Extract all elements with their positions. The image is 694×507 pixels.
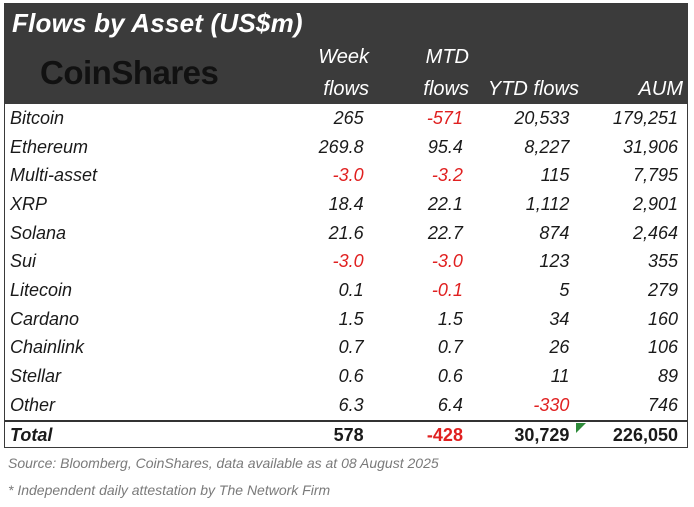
mtd-flows-value: -0.1	[431, 279, 463, 300]
week-flows-value: 0.1	[338, 279, 364, 300]
aum-value: 89	[657, 366, 678, 387]
table-header: Flows by Asset (US$m) CoinShares Week fl…	[5, 4, 687, 104]
total-row: Total 578 -428 30,729 226,050	[5, 419, 687, 451]
week-flows-value: 0.7	[338, 337, 364, 358]
asset-name: Ethereum	[10, 136, 89, 157]
flows-table: Bitcoin 265 -571 20,533 179,251 Ethereum 269.8…	[5, 104, 687, 451]
ytd-flows-value: 8,227	[524, 136, 570, 157]
table-row: Stellar 0.6 0.6 11 89	[5, 362, 687, 391]
mtd-flows-value: 95.4	[427, 136, 463, 157]
asset-name: Chainlink	[10, 337, 85, 358]
week-flows-value: 0.6	[338, 366, 364, 387]
table-row: XRP 18.4 22.1 1,112 2,901	[5, 190, 687, 219]
table-row: Other 6.3 6.4 -330 746	[5, 391, 687, 421]
week-flows-value: -3.0	[332, 251, 364, 272]
col-week-line2: flows	[323, 78, 369, 100]
footnote: * Independent daily attestation by The N…	[8, 482, 331, 498]
mtd-flows-value: -3.0	[431, 251, 463, 272]
asset-name: Total	[5, 419, 259, 451]
mtd-flows-value: -571	[426, 107, 463, 128]
flows-table-panel: Flows by Asset (US$m) CoinShares Week fl…	[4, 3, 688, 451]
corner-marker	[576, 423, 586, 433]
mtd-flows-value: 6.4	[437, 394, 463, 415]
asset-name: Other	[10, 394, 56, 415]
week-flows-value: 18.4	[328, 193, 364, 214]
aum-value: 226,050	[569, 419, 687, 451]
aum-value: 106	[647, 337, 678, 358]
col-mtd-line1: MTD	[425, 46, 469, 68]
ytd-flows-value: 30,729	[462, 419, 570, 451]
table-row: Bitcoin 265 -571 20,533 179,251	[5, 104, 687, 133]
week-flows-value: 1.5	[338, 308, 364, 329]
col-week-line1: Week	[318, 46, 369, 68]
col-ytd: YTD flows	[487, 78, 579, 100]
table-title: Flows by Asset (US$m)	[12, 8, 303, 38]
table-row: Sui -3.0 -3.0 123 355	[5, 247, 687, 276]
week-flows-value: -3.0	[332, 165, 364, 186]
mtd-flows-value: -428	[363, 419, 463, 451]
aum-value: 355	[647, 251, 678, 272]
asset-name: Litecoin	[10, 279, 73, 300]
asset-name: XRP	[10, 193, 48, 214]
asset-name: Cardano	[10, 308, 80, 329]
mtd-flows-value: 0.6	[437, 366, 463, 387]
aum-value: 31,906	[622, 136, 678, 157]
week-flows-value: 578	[258, 419, 364, 451]
week-flows-value: 6.3	[338, 394, 364, 415]
week-flows-value: 265	[333, 107, 364, 128]
ytd-flows-value: 5	[559, 279, 570, 300]
asset-name: Multi-asset	[10, 165, 98, 186]
week-flows-value: 21.6	[328, 222, 364, 243]
aum-value: 746	[647, 394, 678, 415]
col-aum: AUM	[638, 78, 683, 100]
aum-value: 160	[647, 308, 678, 329]
asset-name: Solana	[10, 222, 67, 243]
table-row: Multi-asset -3.0 -3.2 115 7,795	[5, 161, 687, 190]
ytd-flows-value: 34	[549, 308, 570, 329]
ytd-flows-value: 11	[550, 366, 570, 387]
ytd-flows-value: 115	[540, 165, 570, 186]
aum-value: 179,251	[612, 107, 678, 128]
table-row: Solana 21.6 22.7 874 2,464	[5, 219, 687, 248]
ytd-flows-value: 123	[539, 251, 570, 272]
mtd-flows-value: 0.7	[437, 337, 463, 358]
asset-name: Bitcoin	[10, 107, 65, 128]
table-row: Ethereum 269.8 95.4 8,227 31,906	[5, 133, 687, 162]
ytd-flows-value: 26	[549, 337, 570, 358]
mtd-flows-value: 22.1	[427, 193, 463, 214]
table-row: Chainlink 0.7 0.7 26 106	[5, 334, 687, 363]
mtd-flows-value: 22.7	[427, 222, 463, 243]
aum-value: 7,795	[632, 165, 678, 186]
ytd-flows-value: 20,533	[514, 107, 570, 128]
source-note: Source: Bloomberg, CoinShares, data avai…	[8, 455, 439, 471]
col-mtd-line2: flows	[423, 78, 469, 100]
mtd-flows-value: 1.5	[437, 308, 463, 329]
aum-value: 2,901	[632, 193, 678, 214]
asset-name: Stellar	[10, 366, 62, 387]
coinshares-logo: CoinShares	[40, 54, 219, 91]
mtd-flows-value: -3.2	[431, 165, 463, 186]
ytd-flows-value: -330	[533, 394, 570, 415]
aum-value: 2,464	[632, 222, 678, 243]
asset-name: Sui	[10, 251, 37, 272]
ytd-flows-value: 1,112	[525, 193, 570, 214]
aum-value: 279	[647, 279, 678, 300]
ytd-flows-value: 874	[539, 222, 570, 243]
table-row: Cardano 1.5 1.5 34 160	[5, 305, 687, 334]
table-row: Litecoin 0.1 -0.1 5 279	[5, 276, 687, 305]
week-flows-value: 269.8	[318, 136, 364, 157]
